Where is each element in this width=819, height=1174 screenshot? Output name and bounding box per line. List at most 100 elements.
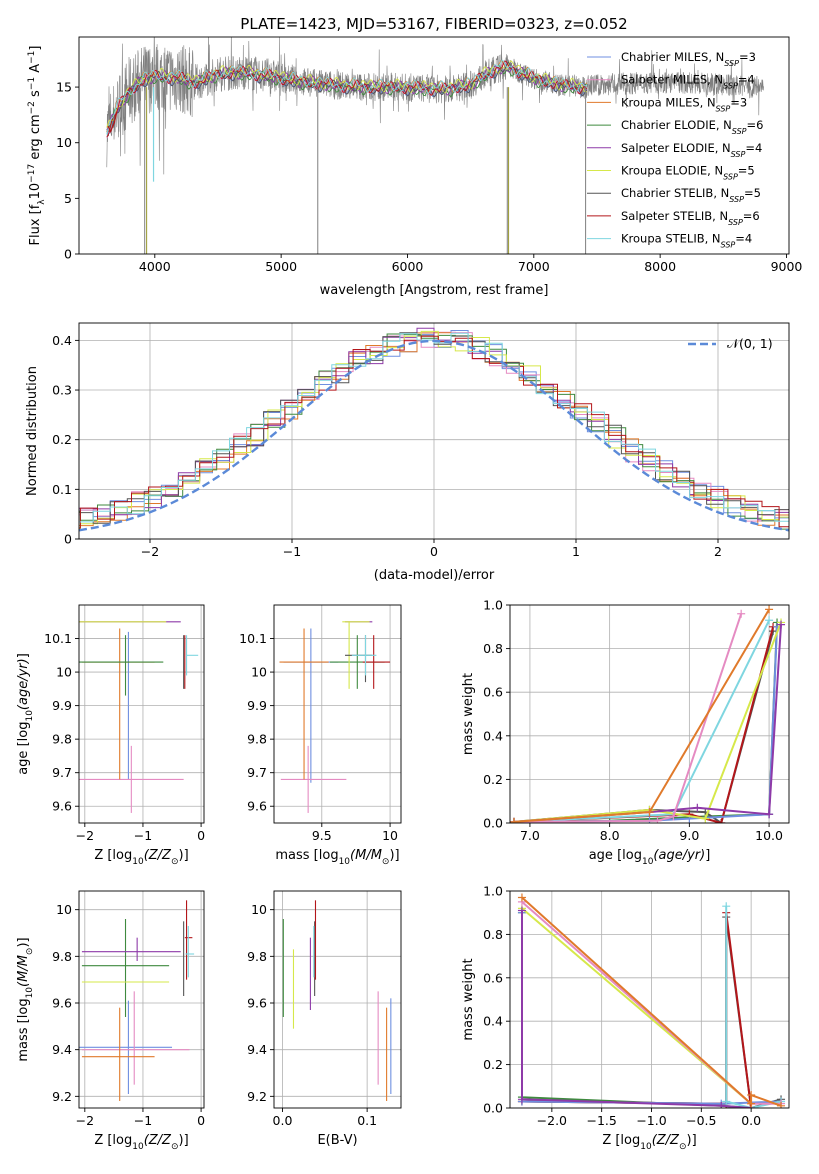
- y-tick-label: 0.8: [483, 927, 503, 942]
- x-tick-label: 7.0: [520, 828, 540, 843]
- x-tick-label: 8.0: [600, 828, 620, 843]
- x-axis-label: age [log10(age/yr)]: [589, 848, 711, 867]
- y-tick-label: 0.4: [52, 333, 72, 348]
- label-part: )]: [389, 848, 399, 863]
- weight-marker: [669, 812, 678, 821]
- weight-line-salpeter-stelib: [513, 626, 775, 823]
- legend-entry-kroupa-elodie: Kroupa ELODIE, NSSP=5: [621, 164, 755, 182]
- label-part: E(B-V): [317, 1133, 357, 1148]
- label-part: Z [log: [94, 848, 132, 863]
- y-tick-label: 0.4: [483, 1014, 503, 1029]
- label-part: (M/M: [350, 848, 382, 863]
- x-axis-label: Z [log10(Z/Z⊙)]: [602, 1133, 696, 1152]
- y-tick-label: 9.8: [247, 949, 267, 964]
- weight-marker: [765, 616, 774, 625]
- histogram-salpeter-stelib: [79, 335, 789, 529]
- point-salpeter-miles: [280, 745, 347, 813]
- y-tick-label: 10.1: [44, 631, 72, 646]
- y-tick-label: 9.6: [247, 799, 267, 814]
- label-part: =4: [745, 141, 762, 155]
- model-spectrum-chabrier-stelib: [106, 61, 588, 132]
- y-tick-label: 9.4: [52, 1042, 72, 1057]
- y-tick-label: 0.4: [483, 728, 503, 743]
- x-tick-label: 0: [197, 828, 205, 843]
- y-tick-label: 9.8: [247, 732, 267, 747]
- x-tick-label: 0.0: [273, 1113, 293, 1128]
- label-part: 10: [640, 1142, 652, 1152]
- point-salpeter-miles: [81, 991, 190, 1085]
- model-spectrum-salpeter-elodie: [106, 64, 588, 131]
- point-kroupa-stelib: [185, 926, 195, 978]
- weight-marker: [747, 1099, 756, 1108]
- x-axis-label: wavelength [Angstrom, rest frame]: [320, 283, 549, 298]
- x-axis-label: (data-model)/error: [374, 568, 495, 583]
- x-tick-label: 8000: [644, 259, 676, 274]
- label-part: −17: [27, 164, 37, 183]
- y-tick-label: 10: [251, 665, 267, 680]
- y-tick-label: 0.6: [483, 970, 503, 985]
- label-part: Kroupa MILES, N: [621, 95, 716, 109]
- y-axis-label: age [log10(age/yr)]: [16, 653, 35, 775]
- label-part: 10: [132, 857, 144, 867]
- label-part: mass [log: [275, 848, 338, 863]
- weight-line-salpeter-stelib: [521, 912, 753, 1108]
- x-axis-label: Z [log10(Z/Z⊙)]: [94, 1133, 188, 1152]
- x-tick-label: −2: [141, 544, 159, 559]
- x-tick-label: 4000: [139, 259, 171, 274]
- y-tick-label: 9.4: [247, 1042, 267, 1057]
- label-part: (Z/Z: [144, 848, 172, 863]
- weight-marker: [693, 803, 702, 812]
- label-part: Z [log: [94, 1133, 132, 1148]
- plot-area: [79, 327, 789, 532]
- label-part: −1: [27, 51, 37, 64]
- weight-line-chabrier-elodie: [513, 622, 778, 823]
- label-part: s: [28, 90, 43, 101]
- weight-marker: [717, 1101, 726, 1108]
- y-tick-label: 9.8: [52, 949, 72, 964]
- weight-marker: [653, 816, 662, 823]
- weight-marker: [517, 906, 526, 915]
- weight-line-salpeter-elodie: [521, 910, 752, 1108]
- label-part: =6: [743, 209, 760, 223]
- label-part: Chabrier STELIB, N: [621, 186, 729, 200]
- axes-frame: [78, 36, 790, 255]
- weight-line-chabrier-miles: [513, 626, 778, 823]
- x-tick-label: 1: [572, 544, 580, 559]
- label-part: λ: [37, 199, 47, 205]
- x-tick-label: 0.0: [741, 1113, 761, 1128]
- label-part: SSP: [716, 104, 731, 113]
- weight-line-kroupa-stelib: [725, 906, 782, 1108]
- spectrum-red-edge: [107, 111, 118, 134]
- label-part: SSP: [728, 217, 743, 226]
- label-part: ⊙: [382, 857, 390, 867]
- label-part: 10: [642, 857, 654, 867]
- label-part: Kroupa STELIB, N: [621, 232, 721, 246]
- weight-marker: [517, 1095, 526, 1104]
- x-axis-label: Z [log10(Z/Z⊙)]: [94, 848, 188, 867]
- point-chabrier-miles: [79, 1000, 173, 1094]
- y-tick-label: 0.0: [483, 1101, 503, 1116]
- weight-marker: [765, 810, 774, 819]
- label-part: Chabrier ELODIE, N: [621, 118, 732, 132]
- x-tick-label: −1: [283, 544, 301, 559]
- x-tick-label: −2: [76, 828, 94, 843]
- label-part: ]: [705, 848, 710, 863]
- legend-entry-chabrier-stelib: Chabrier STELIB, NSSP=5: [621, 186, 761, 204]
- weight-line-kroupa-miles: [521, 896, 782, 1107]
- label-part: age [log: [16, 722, 31, 775]
- label-part: Chabrier MILES, N: [621, 50, 724, 64]
- weight-line-kroupa-stelib: [513, 619, 770, 823]
- weight-line-salpeter-elodie: [513, 624, 782, 823]
- point-kroupa-miles: [279, 628, 329, 780]
- label-part: (age/yr): [16, 658, 31, 710]
- axes-frame: [509, 604, 790, 824]
- legend-entry-chabrier-miles: Chabrier MILES, NSSP=3: [621, 50, 756, 68]
- point-salpeter-stelib: [362, 635, 391, 689]
- panel-mass-weight-vs-Z: −2.0 −1.5 −1.0 −0.5 0.0 0.0 0.2 0.4 0.6 0.8 1.0 Z […: [461, 884, 790, 1152]
- label-part: =3: [730, 95, 747, 109]
- plot-area: [279, 621, 391, 813]
- label-part: mass [log: [16, 998, 31, 1061]
